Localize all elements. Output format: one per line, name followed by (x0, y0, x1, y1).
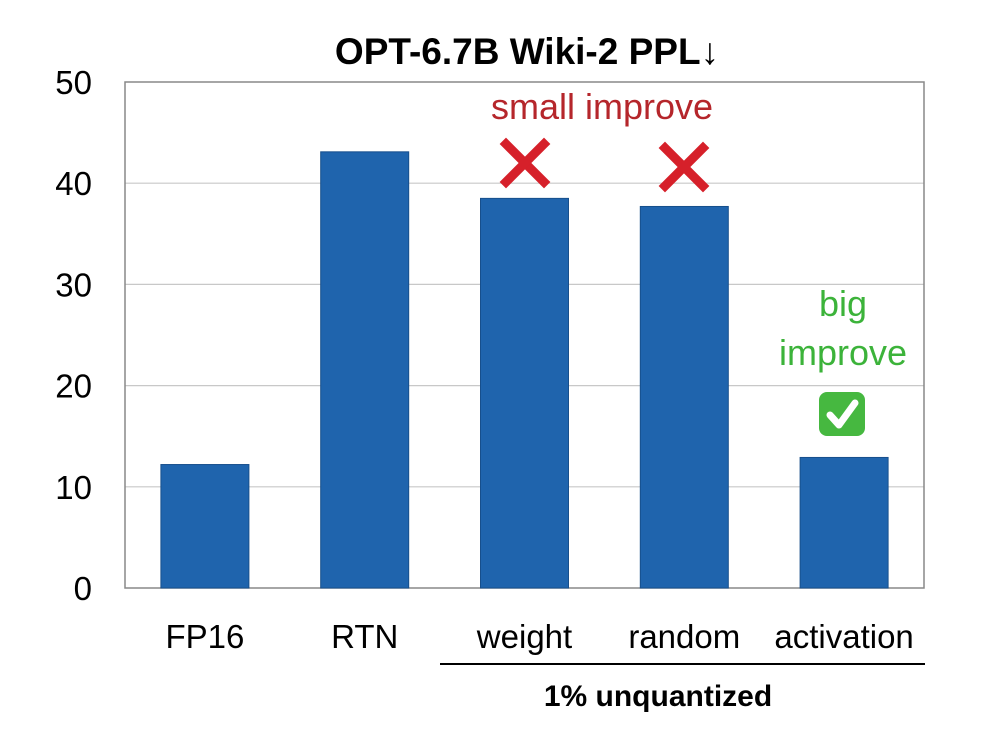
y-tick-label: 10 (55, 469, 92, 506)
bar-random (639, 205, 729, 589)
y-tick-label: 30 (55, 266, 92, 303)
bar-fp16 (160, 464, 250, 589)
big-improve-annotation-line1: big (819, 283, 867, 324)
small-improve-annotation: small improve (491, 86, 713, 127)
y-tick-label: 0 (74, 570, 92, 607)
check-mark-icon (819, 392, 865, 436)
x-tick-label: FP16 (165, 618, 244, 655)
y-tick-label: 20 (55, 368, 92, 405)
group-label: 1% unquantized (544, 680, 772, 713)
y-axis: 0 10 20 30 40 50 (55, 64, 92, 607)
x-tick-label: weight (476, 618, 572, 655)
x-tick-label: RTN (331, 618, 398, 655)
chart-title: OPT-6.7B Wiki-2 PPL↓ (335, 31, 719, 72)
big-improve-annotation-line2: improve (779, 332, 907, 373)
bar-weight (480, 197, 569, 589)
x-axis: FP16 RTN weight random activation (165, 618, 913, 655)
bar-activation (799, 456, 889, 589)
x-tick-label: activation (774, 618, 913, 655)
bars (160, 151, 889, 589)
y-tick-label: 40 (55, 165, 92, 202)
cross-mark-icon (658, 141, 710, 193)
bar-rtn (320, 151, 410, 589)
cross-mark-icon (499, 137, 551, 189)
y-tick-label: 50 (55, 64, 92, 101)
x-tick-label: random (628, 618, 740, 655)
